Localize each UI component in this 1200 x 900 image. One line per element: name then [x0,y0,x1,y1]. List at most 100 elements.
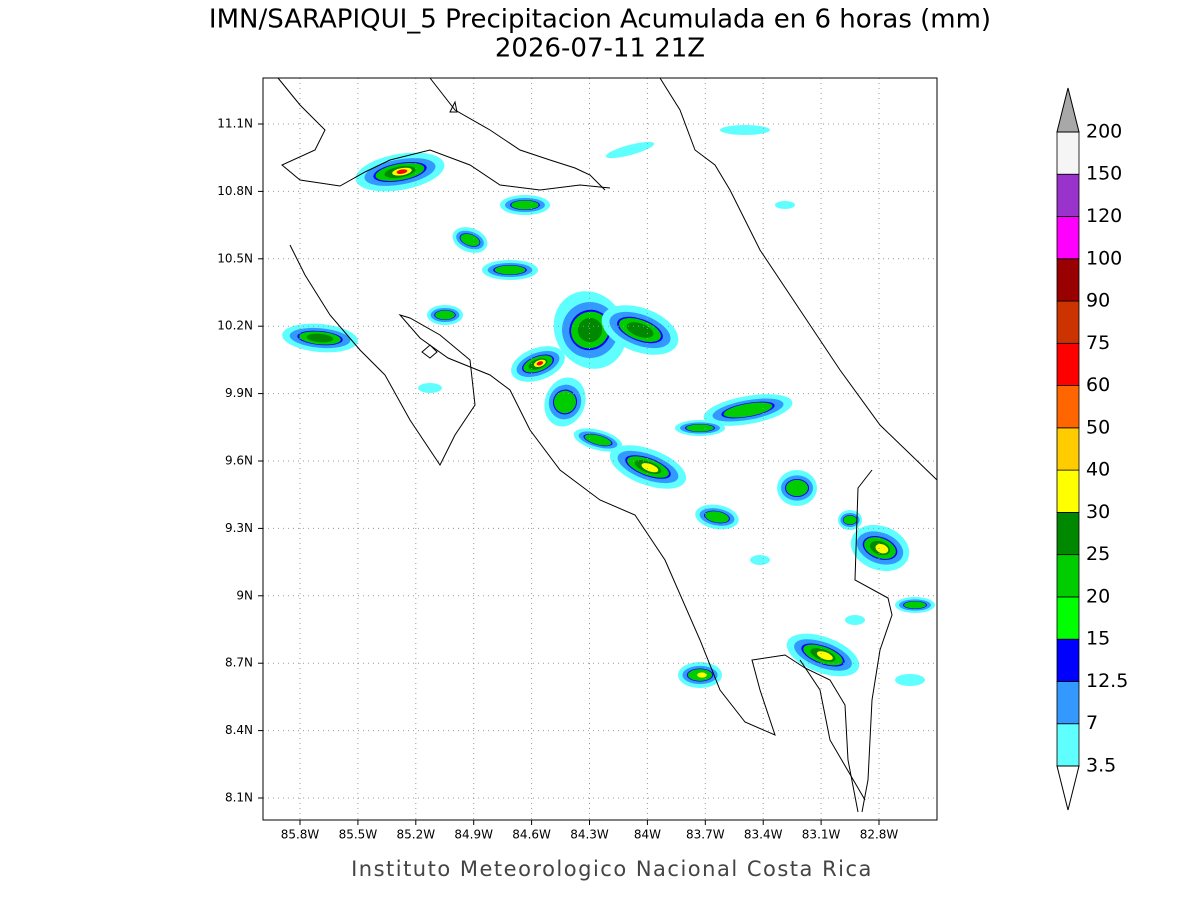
colorbar-label: 60 [1086,374,1110,396]
precip-area [605,141,655,159]
x-tick-label: 84W [634,828,661,842]
colorbar-segment [1056,469,1080,513]
colorbar-label: 3.5 [1086,755,1116,777]
precip-area [536,361,544,366]
island [449,100,458,113]
colorbar-segment [1056,216,1080,260]
precip-area [750,555,770,565]
title: IMN/SARAPIQUI_5 Precipitacion Acumulada … [209,5,991,35]
y-tick-label: 9N [236,588,253,602]
colorbar-label: 30 [1086,501,1110,523]
colorbar-segment [1056,131,1080,175]
precip-area [845,615,865,625]
coastlines [277,77,938,813]
x-tick-label: 82.8W [860,828,899,842]
precip-area [843,515,857,525]
y-tick-label: 8.7N [225,656,253,670]
precip-area [720,125,770,135]
precip-area [723,402,773,418]
y-tick-label: 8.4N [225,723,253,737]
colorbar-over [1056,87,1080,133]
precip-area [553,390,577,414]
colorbar-label: 75 [1086,332,1110,354]
precip-area [705,511,729,523]
precip-field [282,125,935,688]
precip-area [577,317,603,343]
coastline [277,77,611,191]
colorbar-label: 90 [1086,290,1110,312]
x-tick-label: 85.8W [281,828,320,842]
colorbar-label: 100 [1086,247,1122,269]
colorbar-label: 200 [1086,120,1122,142]
colorbar-label: 25 [1086,543,1110,565]
colorbar-label: 12.5 [1086,670,1128,692]
colorbar-under [1056,765,1080,811]
x-tick-label: 85.5W [339,828,378,842]
y-tick-label: 9.6N [225,454,253,468]
map-frame [262,77,938,821]
colorbar-segment [1056,173,1080,217]
precip-area [895,674,925,686]
precip-area [904,601,926,609]
x-tick-label: 85.2W [397,828,436,842]
y-tick-label: 10.8N [217,184,253,198]
colorbar-segment [1056,681,1080,725]
precip-area [396,169,408,174]
y-tick-label: 10.5N [217,251,253,265]
y-tick-label: 8.1N [225,791,253,805]
x-tick-label: 83.1W [802,828,841,842]
grid [263,78,937,820]
colorbar-label: 40 [1086,459,1110,481]
precip-area [460,233,480,247]
precip-area [875,543,889,554]
island [421,344,438,359]
x-tick-label: 84.3W [570,828,609,842]
y-tick-label: 10.2N [217,319,253,333]
colorbar-label: 7 [1086,712,1098,734]
axis-ticks: 11.1N 10.8N 10.5N 10.2N 9.9N 9.6N 9.3N 9N 8.7N 8.… [217,117,898,842]
subtitle: 2026-07-11 21Z [495,34,705,64]
coastline [289,244,859,813]
border [854,469,893,813]
colorbar-segment [1056,596,1080,640]
colorbar-segment [1056,723,1080,767]
footer: Instituto Meteorologico Nacional Costa R… [351,857,873,881]
precip-area [435,310,455,320]
precip-area [775,201,795,209]
colorbar-segment [1056,638,1080,682]
precip-area [418,383,442,393]
x-tick-label: 83.4W [744,828,783,842]
precip-area [511,200,539,210]
colorbar-segment [1056,258,1080,302]
precip-area [494,265,526,275]
x-tick-label: 83.7W [686,828,725,842]
coastline [659,77,938,481]
precip-area [686,424,714,432]
precip-area [306,333,334,343]
colorbar-segment [1056,427,1080,471]
colorbar-label: 150 [1086,163,1122,185]
y-tick-label: 9.9N [225,386,253,400]
x-tick-label: 84.9W [454,828,493,842]
colorbar-segment [1056,385,1080,429]
precip-area [584,434,612,446]
map: 11.1N 10.8N 10.5N 10.2N 9.9N 9.6N 9.3N 9N 8.7N 8.… [217,77,938,842]
colorbar-segment [1056,342,1080,386]
precip-area [786,479,808,497]
colorbar-label: 15 [1086,628,1110,650]
coastline [429,77,606,191]
y-tick-label: 11.1N [217,117,253,131]
x-tick-label: 84.6W [512,828,551,842]
precip-area [641,463,659,473]
colorbar-segment [1056,511,1080,556]
precip-area [697,672,707,678]
colorbar-segment [1056,300,1080,344]
colorbar-label: 120 [1086,205,1122,227]
colorbar-label: 20 [1086,585,1110,607]
colorbar: 3.5 7 12.5 15 20 25 30 40 50 60 75 90 100 120 150 200 [1056,87,1128,811]
coastline [799,659,866,801]
y-tick-label: 9.3N [225,521,253,535]
colorbar-segment [1056,554,1080,598]
colorbar-label: 50 [1086,416,1110,438]
